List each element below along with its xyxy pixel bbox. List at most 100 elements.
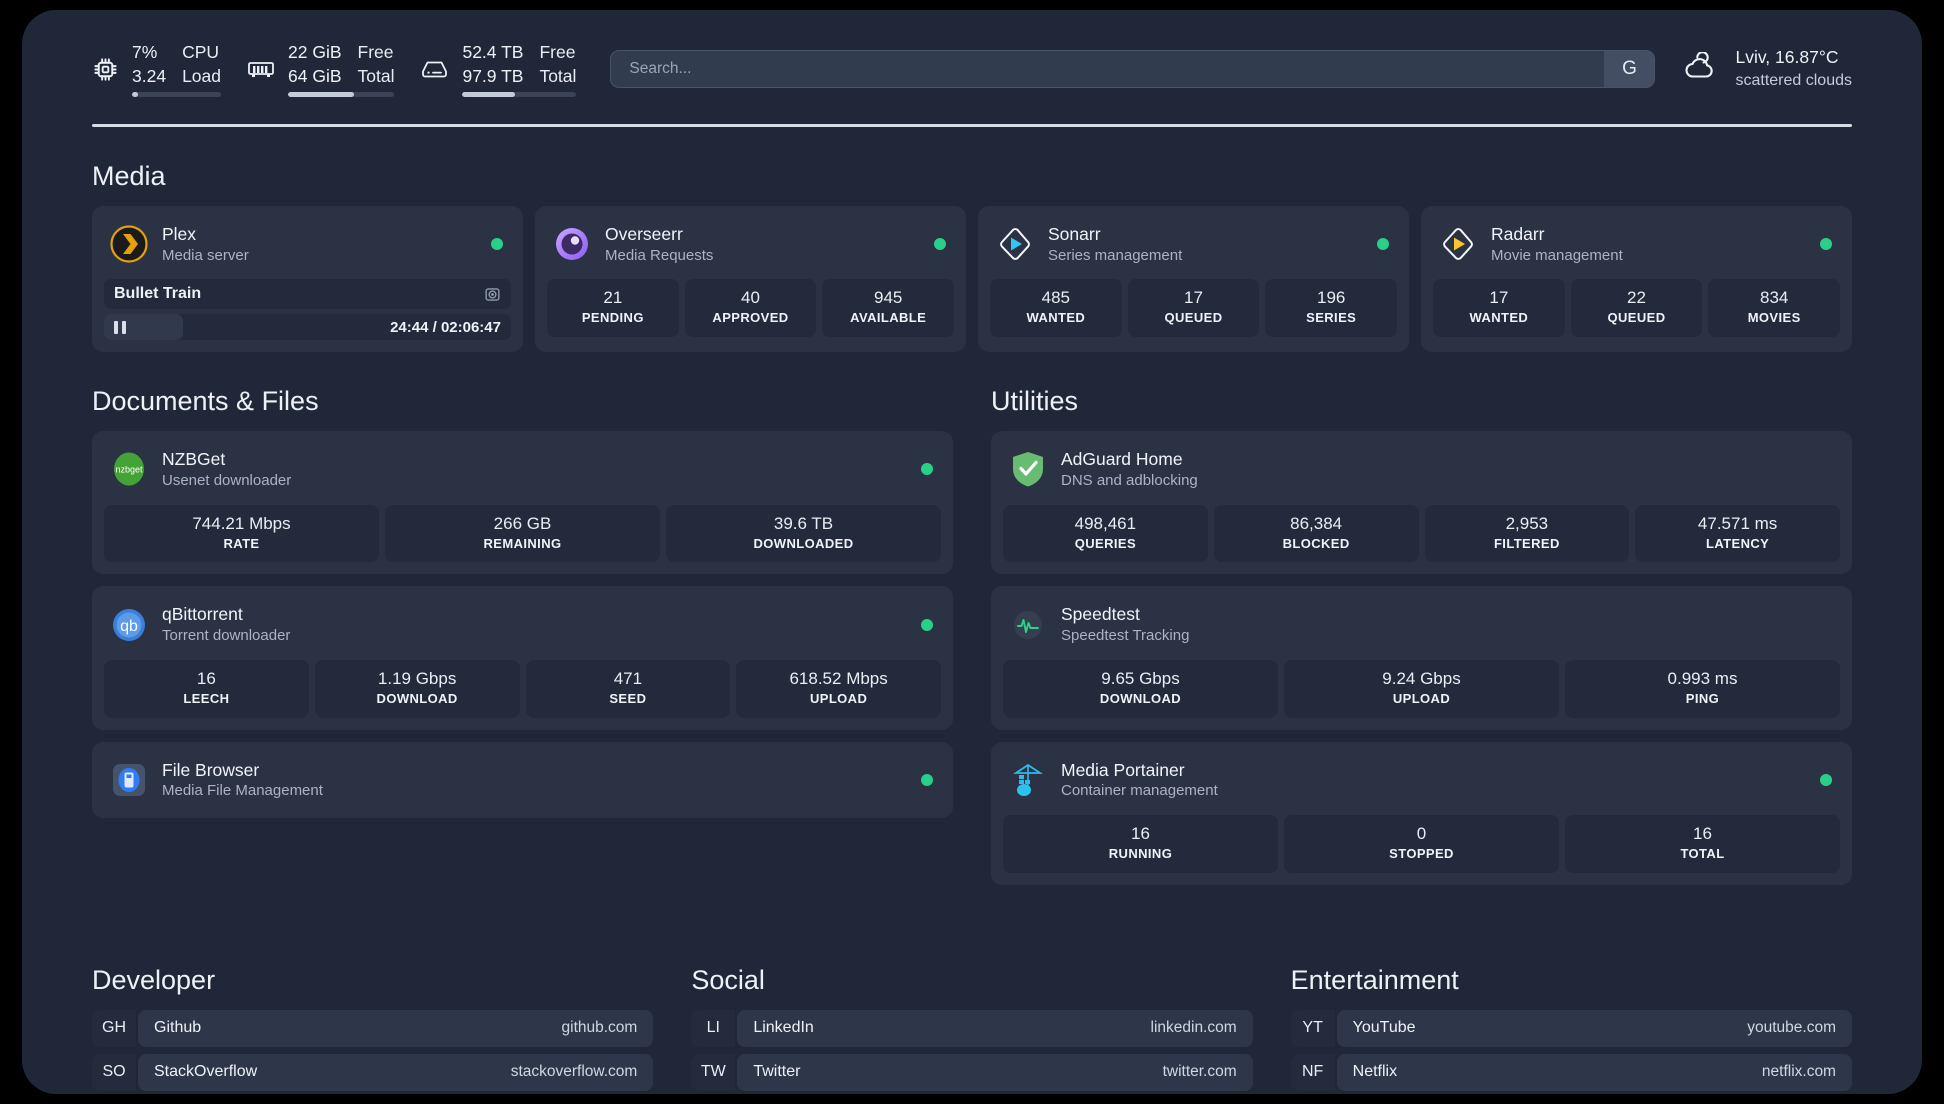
stat-label: UPLOAD [809,690,868,706]
bookmark-item-netflix[interactable]: NF Netflix netflix.com [1290,1053,1852,1091]
bookmark-item-linkedin[interactable]: LI LinkedIn linkedin.com [691,1009,1253,1047]
bookmark-name: StackOverflow [154,1063,258,1081]
card-title: Sonarr [1048,224,1101,244]
bookmark-item-youtube[interactable]: YT YouTube youtube.com [1290,1009,1852,1047]
stat-label: UPLOAD [1392,690,1451,706]
plex-icon [110,225,148,263]
card-header: Speedtest Speedtest Tracking [1003,598,1840,650]
service-card-adguard-home[interactable]: AdGuard Home DNS and adblocking 498,461 … [991,431,1852,575]
stat-label: RUNNING [1108,845,1173,861]
service-card-overseerr[interactable]: Overseerr Media Requests 21 PENDING 40 A… [535,206,966,353]
status-badge [934,238,946,251]
stat-tile: 744.21 Mbps RATE [104,504,379,563]
stat-tile: 0.993 ms PING [1565,659,1840,718]
stat-value: 22 [1627,288,1646,308]
memory-label-line1: Free [357,42,394,63]
service-card-qbittorrent[interactable]: qb qBittorrent Torrent downloader 16 LEE… [92,586,953,730]
stat-value: 498,461 [1074,513,1137,533]
cpu-label-line1: CPU [182,42,220,63]
stat-tile: 86,384 BLOCKED [1213,504,1419,563]
stat-value: 40 [741,288,760,308]
stat-label: STOPPED [1389,845,1454,861]
stat-value: 485 [1041,288,1071,308]
ram-stick-icon [247,58,275,80]
service-card-nzbget[interactable]: nzbget NZBGet Usenet downloader 744.21 M… [92,431,953,575]
bookmark-url: netflix.com [1761,1063,1836,1081]
stat-tile: 9.24 Gbps UPLOAD [1284,659,1559,718]
svg-text:qb: qb [120,618,138,635]
bookmarks-area: Developer GH Github github.com SO StackO… [92,931,1852,1094]
card-subtitle: Media File Management [162,782,323,800]
service-card-plex[interactable]: Plex Media server Bullet Train [92,206,523,353]
stat-tile: 0 STOPPED [1284,814,1559,873]
stat-label: RATE [223,535,260,551]
disk-usage-bar [462,91,577,97]
stat-value: 945 [873,288,903,308]
disk-label-line1: Free [539,42,576,63]
cpu-widget[interactable]: 7% 3.24 CPU Load [92,41,221,97]
stat-tile: 945 AVAILABLE [822,279,955,338]
card-subtitle: Movie management [1491,246,1623,264]
stat-tile: 21 PENDING [547,279,679,338]
card-title: File Browser [162,759,260,780]
utilities-column: Utilities AdGuard Home DNS and adblockin… [991,352,1852,885]
bookmark-item-stackoverflow[interactable]: SO StackOverflow stackoverflow.com [92,1053,654,1091]
bookmark-group-social: Social LI LinkedIn linkedin.com TW Twitt… [691,931,1253,1094]
stat-tile: 17 WANTED [1433,279,1565,338]
stat-label: TOTAL [1680,845,1725,861]
stats-row: 485 WANTED 17 QUEUED 196 SERIES [990,279,1398,338]
service-card-sonarr[interactable]: Sonarr Series management 485 WANTED 17 Q… [978,206,1409,353]
memory-widget[interactable]: 22 GiB 64 GiB Free Total [247,41,395,97]
playback-progress-bar[interactable]: 24:44 / 02:06:47 [104,314,511,341]
stat-tile: 196 SERIES [1265,279,1398,338]
pause-button[interactable] [114,320,126,334]
stat-label: BLOCKED [1282,535,1350,551]
card-header: nzbget NZBGet Usenet downloader [104,443,941,495]
stat-tile: 498,461 QUERIES [1003,504,1208,563]
stat-tile: 485 WANTED [990,279,1122,338]
stat-tile: 2,953 FILTERED [1424,504,1630,563]
stat-tile: 834 MOVIES [1708,279,1841,338]
disk-widget[interactable]: 52.4 TB 97.9 TB Free Total [420,41,577,97]
service-card-file-browser[interactable]: File Browser Media File Management [92,741,953,818]
card-header: AdGuard Home DNS and adblocking [1003,443,1840,495]
status-badge [491,238,503,251]
bookmark-url: stackoverflow.com [510,1063,638,1081]
card-title: Media Portainer [1061,759,1185,780]
cast-icon[interactable] [484,286,501,303]
bookmark-url: linkedin.com [1150,1019,1237,1037]
weather-location-temp: Lviv, 16.87°C [1735,47,1839,68]
card-header: Overseerr Media Requests [547,218,954,270]
card-subtitle: Container management [1061,782,1218,800]
card-header: File Browser Media File Management [104,754,941,806]
service-card-media-portainer[interactable]: Media Portainer Container management 16 … [991,741,1852,885]
stat-label: WANTED [1026,310,1086,326]
playback-time: 24:44 / 02:06:47 [390,318,501,336]
stat-tile: 16 TOTAL [1565,814,1840,873]
stat-tile: 266 GB REMAINING [385,504,660,563]
service-card-speedtest[interactable]: Speedtest Speedtest Tracking 9.65 Gbps D… [991,586,1852,730]
card-title: AdGuard Home [1061,449,1183,470]
section-title-utilities: Utilities [991,386,1079,417]
bookmark-name: YouTube [1352,1019,1416,1037]
card-title: Plex [162,224,197,244]
section-title-entertainment: Entertainment [1290,964,1459,995]
service-card-radarr[interactable]: Radarr Movie management 17 WANTED 22 QUE… [1421,206,1852,353]
weather-widget[interactable]: Lviv, 16.87°C scattered clouds [1681,46,1852,91]
memory-total: 64 GiB [288,65,342,86]
bookmark-url: twitter.com [1162,1063,1237,1081]
bookmark-item-twitter[interactable]: TW Twitter twitter.com [691,1053,1253,1091]
stat-value: 86,384 [1290,513,1343,533]
search-bar[interactable]: G [610,50,1656,88]
cpu-load-value: 3.24 [132,65,167,86]
bookmark-item-github[interactable]: GH Github github.com [92,1009,654,1047]
bookmark-group-entertainment: Entertainment YT YouTube youtube.com NF … [1290,931,1852,1094]
svg-text:nzbget: nzbget [115,465,143,475]
search-input[interactable] [611,51,1605,87]
search-engine-button[interactable]: G [1604,51,1655,87]
bookmark-group-developer: Developer GH Github github.com SO StackO… [92,931,654,1094]
stat-label: SERIES [1306,310,1357,326]
stats-row: 744.21 Mbps RATE 266 GB REMAINING 39.6 T… [104,504,941,563]
speedtest-pulse-icon [1009,606,1047,644]
disk-free: 52.4 TB [462,42,524,63]
